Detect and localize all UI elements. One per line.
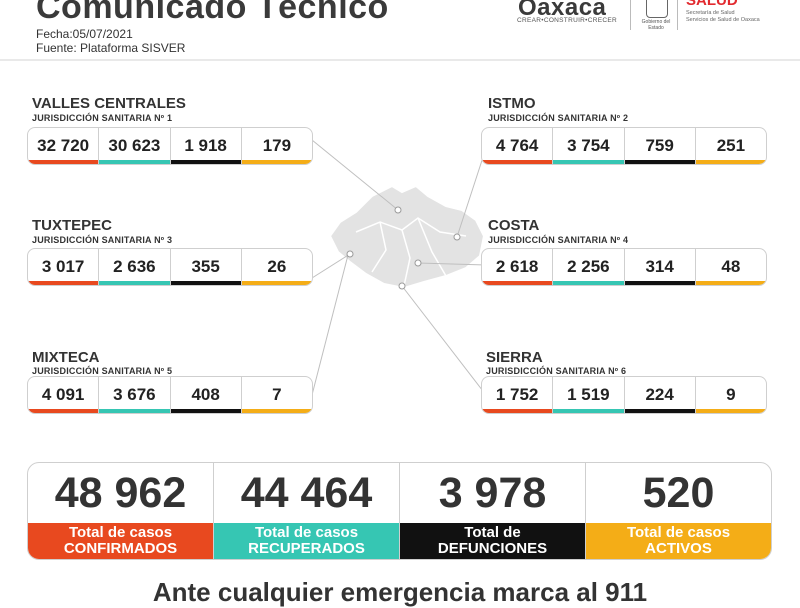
- total-label-line2: CONFIRMADOS: [63, 540, 178, 557]
- logo-separator: [677, 0, 678, 30]
- region-jurisdiccion: JURISDICCIÓN SANITARIA Nº 1: [32, 113, 173, 123]
- confirmados-value: 2 618: [482, 249, 554, 285]
- confirmados-value: 3 017: [28, 249, 100, 285]
- total-label-line1: Total de: [464, 524, 521, 541]
- region-jurisdiccion: JURISDICCIÓN SANITARIA Nº 4: [488, 235, 629, 245]
- total-label: Total de DEFUNCIONES: [400, 523, 585, 559]
- region-stats: 4 764 3 754 759 251: [481, 127, 767, 165]
- report-date: Fecha:05/07/2021: [36, 27, 133, 41]
- gobierno-caption: Gobierno del Estado: [641, 19, 671, 31]
- total-label-line1: Total de casos: [254, 524, 359, 541]
- activos-value: 7: [241, 377, 312, 413]
- total-label-line2: RECUPERADOS: [248, 540, 365, 557]
- region-stats: 4 091 3 676 408 7: [27, 376, 313, 414]
- emergency-footer: Ante cualquier emergencia marca al 911: [152, 577, 648, 607]
- totals-panel: 48 962 Total de casos CONFIRMADOS 44 464…: [27, 462, 772, 560]
- defunciones-value: 408: [170, 377, 242, 413]
- total-value: 48 962: [54, 468, 187, 517]
- region-name: SIERRA: [486, 349, 543, 366]
- region-stats: 3 017 2 636 355 26: [27, 248, 313, 286]
- state-seal-icon: [646, 0, 668, 18]
- confirmados-value: 1 752: [482, 377, 554, 413]
- activos-value: 179: [241, 128, 312, 164]
- salud-wordmark: SALUD: [686, 0, 738, 9]
- total-label-line2: DEFUNCIONES: [437, 540, 548, 557]
- total-label: Total de casos RECUPERADOS: [214, 523, 399, 559]
- recuperados-value: 1 519: [553, 377, 625, 413]
- recuperados-value: 2 256: [553, 249, 625, 285]
- recuperados-value: 3 676: [99, 377, 171, 413]
- region-name: COSTA: [488, 217, 540, 234]
- gobierno-logo: Gobierno del Estado: [638, 0, 674, 31]
- header-divider: [0, 59, 800, 61]
- region-name: VALLES CENTRALES: [32, 95, 186, 112]
- total-activos: 520 Total de casos ACTIVOS: [586, 463, 771, 559]
- total-value: 520: [642, 468, 715, 517]
- confirmados-value: 32 720: [28, 128, 100, 164]
- activos-value: 26: [241, 249, 312, 285]
- defunciones-value: 355: [170, 249, 242, 285]
- total-label-line1: Total de casos: [68, 524, 173, 541]
- total-defunciones: 3 978 Total de DEFUNCIONES: [400, 463, 586, 559]
- total-label: Total de casos ACTIVOS: [586, 523, 771, 559]
- salud-logo: SALUD Secretaría de Salud Servicios de S…: [682, 0, 792, 32]
- salud-line-2: Servicios de Salud de Oaxaca: [686, 17, 760, 23]
- oaxaca-tagline: CREAR•CONSTRUIR•CRECER: [517, 17, 617, 24]
- region-jurisdiccion: JURISDICCIÓN SANITARIA Nº 3: [32, 235, 173, 245]
- region-name: TUXTEPEC: [32, 217, 113, 234]
- data-source: Fuente: Plataforma SISVER: [36, 41, 186, 55]
- region-stats: 32 720 30 623 1 918 179: [27, 127, 313, 165]
- recuperados-value: 2 636: [99, 249, 171, 285]
- confirmados-value: 4 764: [482, 128, 554, 164]
- total-value: 3 978: [438, 468, 547, 517]
- defunciones-value: 1 918: [170, 128, 242, 164]
- region-name: MIXTECA: [32, 349, 100, 366]
- oaxaca-logo: Oaxaca CREAR•CONSTRUIR•CRECER: [515, 0, 625, 34]
- total-confirmados: 48 962 Total de casos CONFIRMADOS: [28, 463, 214, 559]
- total-recuperados: 44 464 Total de casos RECUPERADOS: [214, 463, 400, 559]
- activos-value: 48: [695, 249, 766, 285]
- page-title: Comunicado Técnico: [36, 0, 389, 26]
- logo-separator: [630, 0, 631, 30]
- activos-value: 9: [695, 377, 766, 413]
- activos-value: 251: [695, 128, 766, 164]
- region-stats: 1 752 1 519 224 9: [481, 376, 767, 414]
- recuperados-value: 3 754: [553, 128, 625, 164]
- recuperados-value: 30 623: [99, 128, 171, 164]
- total-label-line1: Total de casos: [626, 524, 731, 541]
- total-value: 44 464: [240, 468, 373, 517]
- region-jurisdiccion: JURISDICCIÓN SANITARIA Nº 5: [32, 366, 173, 376]
- oaxaca-map-icon: [328, 184, 486, 290]
- salud-line-1: Secretaría de Salud: [686, 10, 735, 16]
- region-name: ISTMO: [488, 95, 536, 112]
- defunciones-value: 759: [624, 128, 696, 164]
- total-label-line2: ACTIVOS: [645, 540, 712, 557]
- defunciones-value: 314: [624, 249, 696, 285]
- defunciones-value: 224: [624, 377, 696, 413]
- oaxaca-wordmark: Oaxaca: [518, 0, 607, 21]
- region-jurisdiccion: JURISDICCIÓN SANITARIA Nº 2: [488, 113, 629, 123]
- confirmados-value: 4 091: [28, 377, 100, 413]
- region-jurisdiccion: JURISDICCIÓN SANITARIA Nº 6: [486, 366, 627, 376]
- total-label: Total de casos CONFIRMADOS: [28, 523, 213, 559]
- region-stats: 2 618 2 256 314 48: [481, 248, 767, 286]
